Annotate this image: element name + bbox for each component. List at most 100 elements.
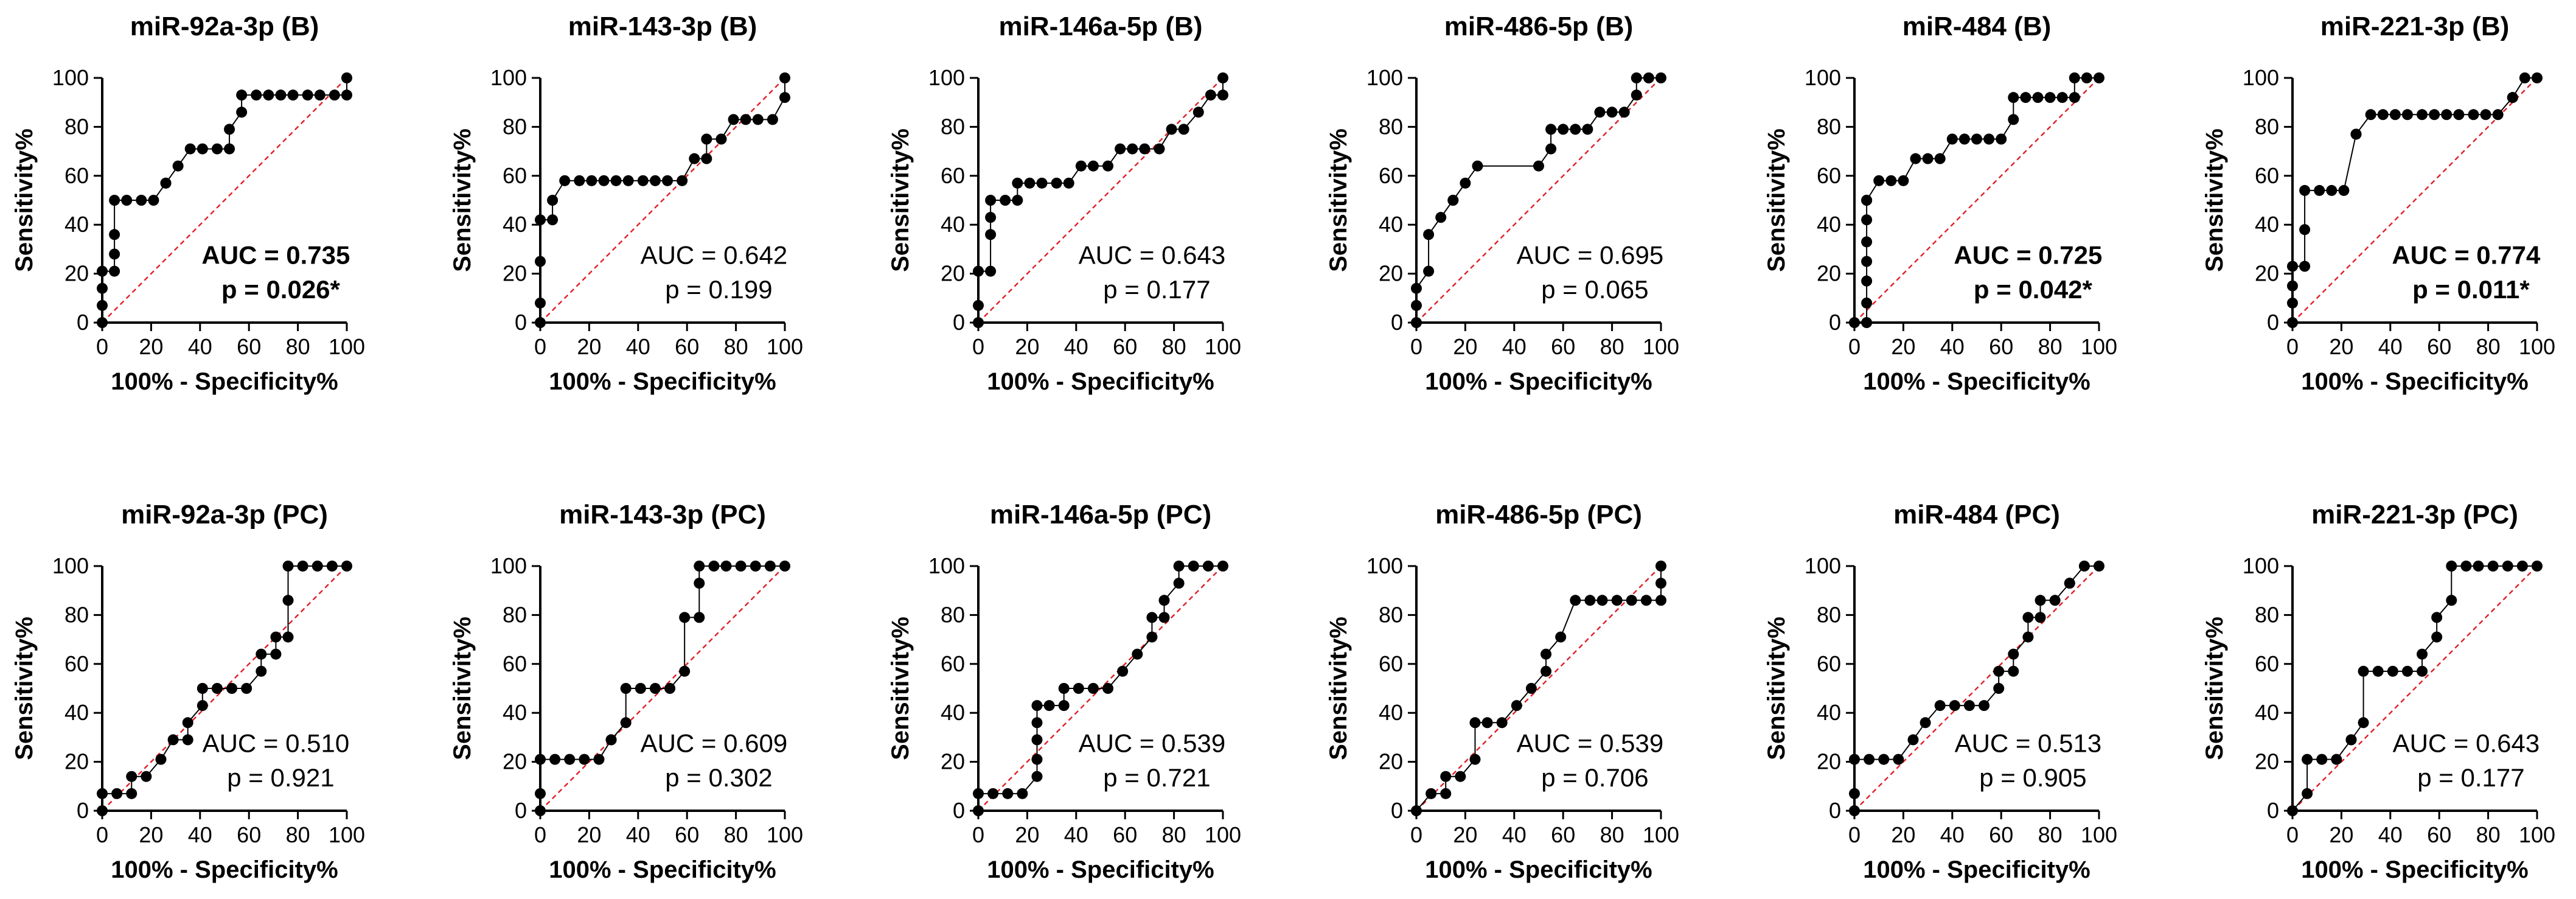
roc-point	[109, 229, 120, 240]
x-axis-label: 100% - Specificity%	[987, 856, 1214, 883]
p-value-annotation: p = 0.026*	[221, 275, 341, 304]
roc-point	[2365, 109, 2376, 121]
roc-point	[2069, 72, 2080, 83]
roc-point	[270, 648, 282, 660]
y-tick-label: 60	[1817, 163, 1841, 188]
auc-annotation: AUC = 0.774	[2392, 241, 2541, 270]
y-tick-label: 80	[64, 114, 89, 139]
roc-point	[1640, 595, 1652, 606]
roc-point	[1051, 177, 1062, 189]
roc-point	[2460, 561, 2472, 572]
roc-point	[1154, 143, 1165, 155]
roc-point	[2401, 109, 2413, 121]
y-tick-label: 40	[2255, 700, 2279, 725]
roc-point	[1983, 133, 1995, 145]
roc-point	[708, 561, 720, 572]
y-tick-label: 100	[1366, 553, 1403, 578]
roc-point	[1132, 648, 1143, 660]
x-axis-label: 100% - Specificity%	[987, 368, 1214, 395]
x-tick-label: 20	[2329, 822, 2353, 847]
roc-point	[1158, 595, 1170, 606]
y-tick-label: 80	[1817, 602, 1841, 627]
x-axis-label: 100% - Specificity%	[2301, 368, 2529, 395]
x-tick-label: 100	[2519, 822, 2555, 847]
x-tick-label: 80	[724, 822, 748, 847]
roc-point	[1993, 665, 2005, 677]
x-tick-label: 20	[1015, 822, 1039, 847]
roc-point	[2044, 92, 2056, 103]
roc-point	[2446, 595, 2457, 606]
roc-point	[275, 89, 287, 101]
roc-point	[605, 734, 617, 746]
p-value-annotation: p = 0.177	[1103, 275, 1210, 304]
y-tick-label: 0	[515, 310, 527, 335]
x-tick-label: 20	[1891, 334, 1915, 359]
roc-point	[1631, 89, 1642, 101]
roc-point	[1102, 683, 1114, 694]
roc-point	[1202, 561, 1214, 572]
x-tick-label: 80	[286, 822, 310, 847]
roc-point	[1907, 734, 1919, 746]
x-tick-label: 20	[139, 334, 163, 359]
roc-point	[109, 248, 120, 260]
roc-point	[126, 788, 138, 799]
roc-point	[1934, 700, 1946, 712]
x-tick-label: 80	[2038, 822, 2063, 847]
roc-point	[1031, 734, 1043, 746]
roc-point	[1582, 124, 1593, 135]
x-tick-label: 0	[534, 822, 546, 847]
roc-point	[1849, 788, 1860, 799]
reference-diagonal	[2292, 565, 2538, 811]
roc-point	[1545, 124, 1557, 135]
roc-point	[1031, 717, 1043, 729]
roc-point	[586, 175, 597, 186]
roc-point	[256, 648, 267, 660]
x-axis-label: 100% - Specificity%	[1425, 368, 1652, 395]
y-tick-label: 20	[941, 261, 965, 286]
x-tick-label: 0	[972, 822, 984, 847]
y-axis-label: Sensitivity%	[887, 617, 914, 760]
chart-title: miR-486-5p (PC)	[1435, 500, 1642, 530]
y-tick-label: 60	[1817, 651, 1841, 676]
roc-panel-1: miR-92a-3p (B) 00 20 20 40 40 60 60 80 80 100 100 10…	[11, 12, 365, 395]
roc-point	[1017, 788, 1028, 799]
roc-point	[197, 143, 208, 155]
y-tick-label: 0	[2267, 310, 2279, 335]
roc-point	[1036, 177, 1048, 189]
x-tick-label: 80	[2476, 822, 2501, 847]
roc-point	[241, 683, 252, 694]
roc-point	[1558, 124, 1569, 135]
roc-panel-5: miR-484 (B) 00 20 20 40 40 60 60 80 80 100 100 100% …	[1763, 12, 2117, 395]
y-tick-label: 100	[2243, 553, 2279, 578]
reference-diagonal	[2292, 77, 2538, 323]
roc-point	[1031, 700, 1043, 712]
roc-point	[1971, 133, 1982, 145]
roc-point	[1511, 700, 1522, 712]
roc-point	[637, 175, 649, 186]
y-tick-label: 80	[503, 114, 527, 139]
roc-panel-6: miR-221-3p (B) 00 20 20 40 40 60 60 80 80 100 100 10…	[2201, 12, 2555, 395]
roc-point	[2316, 754, 2328, 765]
roc-point	[97, 788, 108, 799]
roc-point	[1934, 153, 1946, 164]
y-tick-label: 80	[2255, 114, 2279, 139]
y-tick-label: 20	[1379, 749, 1403, 774]
roc-point	[1127, 143, 1138, 155]
y-axis-label: Sensitivity%	[1763, 128, 1790, 272]
roc-point	[97, 282, 108, 294]
roc-point	[2032, 92, 2044, 103]
roc-point	[141, 771, 152, 782]
roc-point	[535, 256, 546, 267]
roc-point	[1205, 89, 1216, 101]
roc-point	[136, 195, 147, 206]
y-axis-label: Sensitivity%	[1325, 128, 1352, 272]
roc-point	[973, 805, 984, 816]
roc-point	[2417, 648, 2428, 660]
x-tick-label: 80	[1162, 334, 1186, 359]
roc-point	[1440, 788, 1452, 799]
roc-point	[1861, 317, 1873, 328]
roc-point	[1922, 153, 1934, 164]
roc-point	[1861, 256, 1873, 267]
roc-point	[1893, 754, 1904, 765]
